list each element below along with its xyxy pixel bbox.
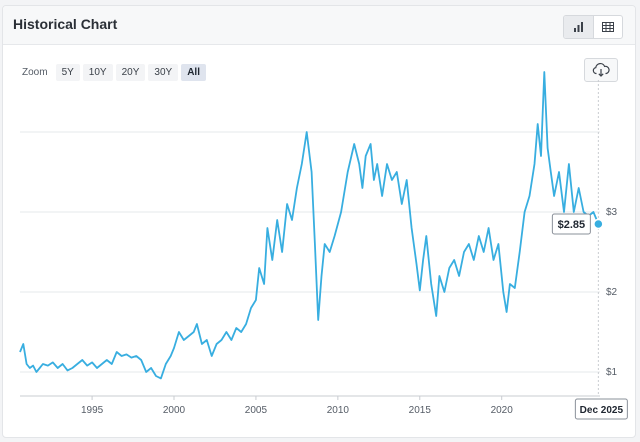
tooltip-value: $2.85	[558, 219, 586, 231]
x-tick-label: 2000	[163, 405, 186, 416]
date-label-box	[574, 398, 628, 420]
zoom-controls: Zoom 5Y 10Y 20Y 30Y All	[22, 64, 209, 81]
table-view-button[interactable]	[594, 16, 623, 38]
zoom-label: Zoom	[22, 67, 48, 78]
x-tick-label: 2010	[327, 405, 350, 416]
chart-view-button[interactable]	[564, 16, 594, 38]
card-header: Historical Chart	[3, 6, 635, 45]
zoom-5y-button[interactable]: 5Y	[55, 64, 80, 81]
zoom-30y-button[interactable]: 30Y	[148, 64, 179, 81]
y-tick-label: $1	[606, 367, 618, 378]
x-tick-label: 1995	[81, 405, 104, 416]
y-tick-label: $2	[606, 287, 618, 298]
page-title: Historical Chart	[13, 16, 118, 32]
download-button[interactable]	[584, 58, 618, 82]
zoom-20y-button[interactable]: 20Y	[115, 64, 146, 81]
price-series-line[interactable]	[19, 71, 600, 380]
x-tick-label: 2020	[491, 405, 514, 416]
zoom-10y-button[interactable]: 10Y	[82, 64, 113, 81]
cloud-download-icon	[592, 63, 610, 77]
y-tick-label: $3	[606, 207, 618, 218]
historical-chart-card: Historical Chart Zoom 5	[2, 5, 636, 438]
zoom-all-button[interactable]: All	[181, 64, 206, 81]
x-tick-label: 2015	[409, 405, 432, 416]
view-toggle	[563, 15, 623, 39]
bar-chart-icon	[573, 22, 583, 32]
last-point-marker[interactable]	[593, 218, 604, 230]
x-tick-label: 2005	[245, 405, 268, 416]
value-tooltip	[551, 213, 591, 235]
date-label: Dec 2025	[580, 405, 624, 416]
table-icon	[601, 22, 614, 32]
